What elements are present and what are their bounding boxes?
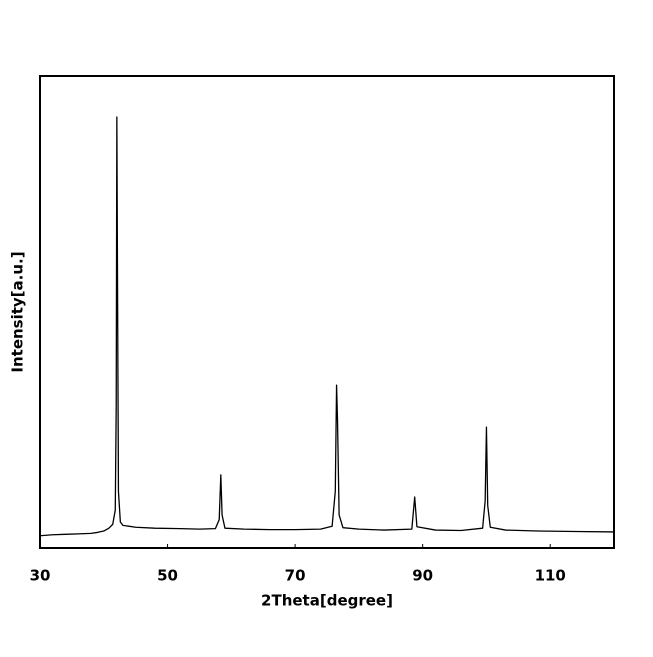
xrd-line (39, 116, 615, 537)
x-tick-label: 30 (30, 567, 51, 585)
x-axis-label: 2Theta[degree] (261, 592, 393, 610)
y-axis-label: Intensity[a.u.] (9, 251, 27, 372)
x-tick-label: 70 (285, 567, 306, 585)
plot-frame (39, 75, 615, 549)
x-tick-label: 90 (412, 567, 433, 585)
x-tick-label: 110 (535, 567, 566, 585)
x-tick-label: 50 (157, 567, 178, 585)
